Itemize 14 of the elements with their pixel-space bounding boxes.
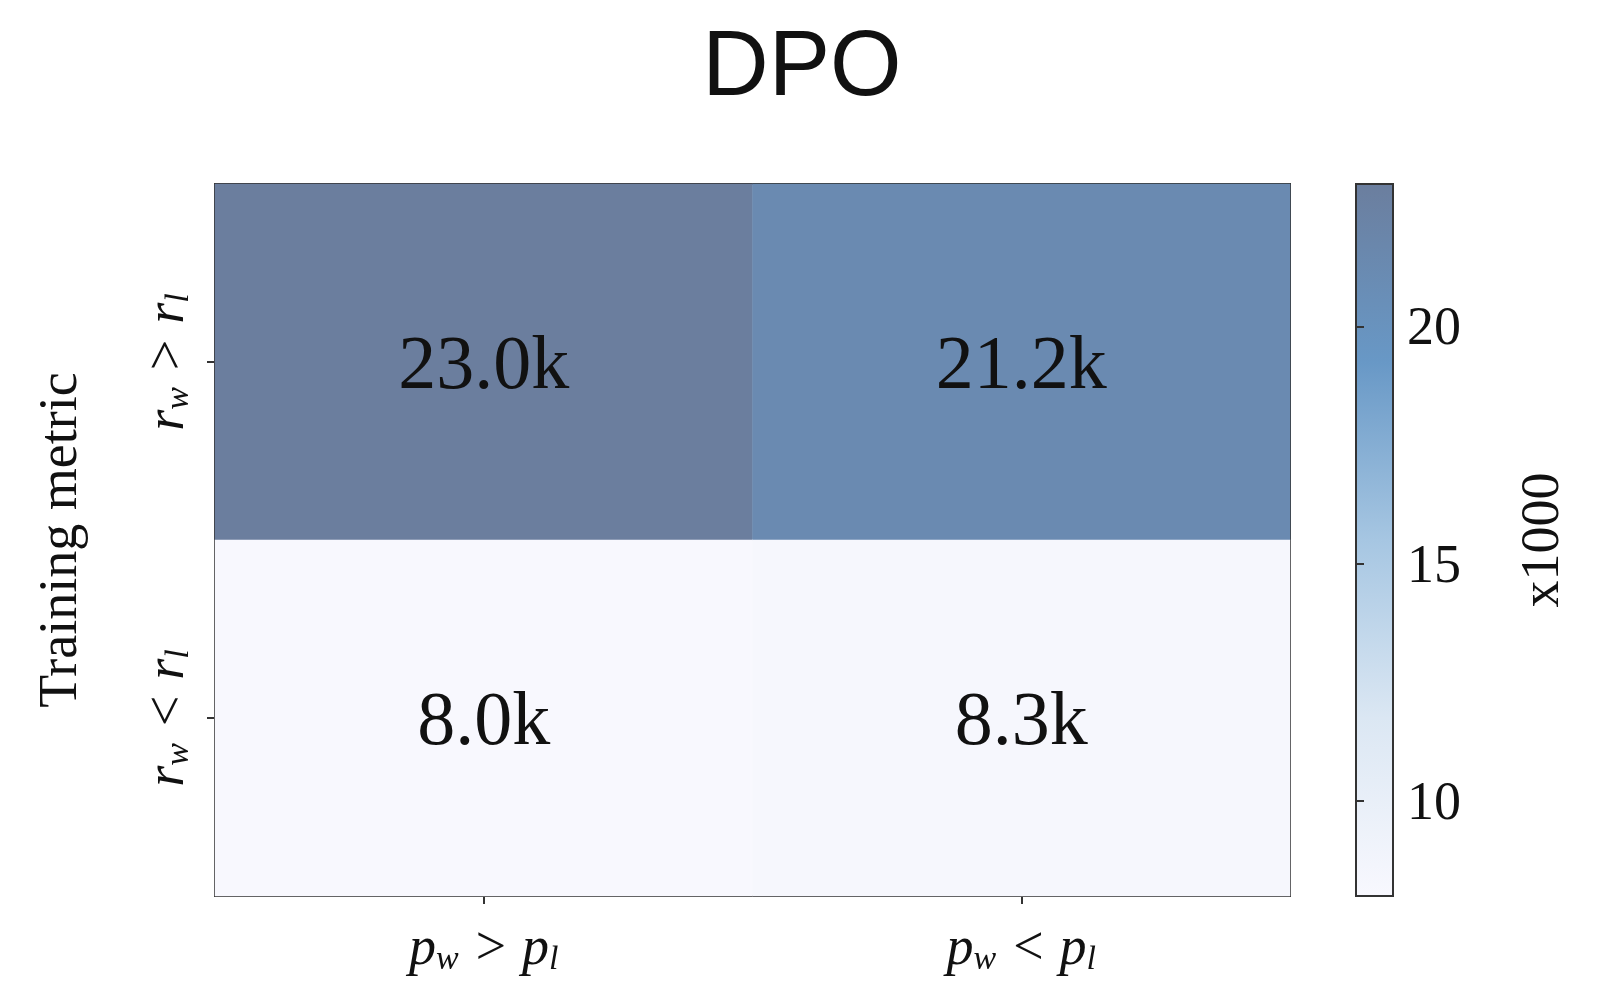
data-label: 8.0k	[417, 676, 551, 760]
x-tick-label: pw > pl	[404, 916, 559, 976]
y-tick-label: rw < rl	[135, 649, 195, 787]
color-bar-label: 20	[1407, 296, 1461, 357]
data-label: 23.0k	[398, 320, 570, 404]
x-tick-label: pw < pl	[942, 916, 1097, 976]
color-bar-label: 10	[1407, 771, 1461, 832]
color-bar-label: 15	[1407, 533, 1461, 594]
y-axis-title: Training metric	[28, 372, 88, 708]
color-bar-title: x1000	[1510, 472, 1570, 608]
y-tick-label: rw > rl	[135, 293, 195, 431]
data-label: 21.2k	[935, 320, 1107, 404]
data-label: 8.3k	[954, 676, 1088, 760]
chart-title: DPO	[702, 12, 902, 114]
